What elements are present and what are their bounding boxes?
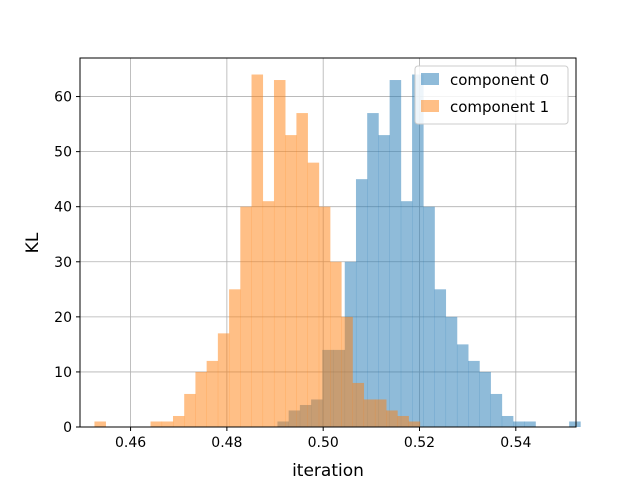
y-tick-label: 10 bbox=[54, 365, 72, 381]
axis-ticks: 0.46 0.48 0.50 0.52 0.54 0 10 20 30 40 50 60 bbox=[54, 90, 531, 451]
histogram-bar-component-1 bbox=[352, 382, 365, 427]
histogram-bar-component-0 bbox=[490, 393, 503, 427]
histogram-bar-component-1 bbox=[251, 74, 264, 427]
histogram-bar-component-1 bbox=[397, 415, 409, 427]
histogram-bar-component-1 bbox=[273, 80, 286, 428]
y-tick-label: 30 bbox=[54, 255, 72, 271]
histogram-bar-component-1 bbox=[386, 410, 398, 427]
histogram-bar-component-0 bbox=[355, 179, 368, 427]
histogram-bar-component-0 bbox=[513, 421, 525, 427]
y-tick-label: 40 bbox=[54, 200, 72, 216]
histogram-bar-component-0 bbox=[468, 360, 480, 427]
x-tick-label: 0.46 bbox=[115, 435, 146, 451]
histogram-bar-component-0 bbox=[569, 421, 581, 427]
histogram-bar-component-1 bbox=[262, 201, 275, 427]
histogram-bar-component-1 bbox=[374, 399, 387, 427]
histogram-bar-component-1 bbox=[330, 261, 342, 427]
legend-label-component-1: component 1 bbox=[450, 98, 549, 116]
x-tick-label: 0.48 bbox=[211, 435, 242, 451]
histogram-bars bbox=[94, 74, 581, 428]
histogram-bar-component-1 bbox=[285, 135, 297, 427]
histogram-bar-component-1 bbox=[206, 360, 219, 427]
x-axis-label: iteration bbox=[292, 461, 364, 480]
histogram-bar-component-1 bbox=[150, 421, 163, 427]
histogram-bar-component-0 bbox=[400, 201, 413, 427]
histogram-bar-component-1 bbox=[161, 421, 174, 427]
histogram-bar-component-0 bbox=[445, 316, 458, 427]
histogram-bar-component-1 bbox=[172, 415, 185, 427]
histogram-bar-component-0 bbox=[367, 113, 379, 428]
histogram-bar-component-1 bbox=[240, 206, 252, 427]
histogram-bar-component-0 bbox=[434, 289, 447, 427]
histogram-bar-component-0 bbox=[389, 80, 402, 428]
legend-label-component-0: component 0 bbox=[450, 71, 549, 89]
plot-frame bbox=[79, 57, 577, 428]
y-tick-label: 0 bbox=[63, 420, 72, 436]
histogram-bar-component-1 bbox=[307, 162, 320, 427]
x-tick-label: 0.52 bbox=[404, 435, 435, 451]
y-tick-label: 60 bbox=[54, 90, 72, 106]
x-tick-label: 0.50 bbox=[308, 435, 339, 451]
histogram-bar-component-1 bbox=[229, 289, 241, 427]
histogram-bar-component-0 bbox=[524, 421, 536, 427]
histogram-bar-component-0 bbox=[412, 74, 424, 427]
histogram-bar-component-1 bbox=[94, 421, 106, 427]
y-tick-label: 20 bbox=[54, 310, 72, 326]
histogram-bar-component-1 bbox=[195, 371, 207, 427]
x-tick-label: 0.54 bbox=[500, 435, 531, 451]
histogram-bar-component-0 bbox=[501, 415, 514, 427]
histogram-bar-component-0 bbox=[456, 344, 469, 427]
histogram-bar-component-1 bbox=[184, 393, 196, 427]
histogram-bar-component-0 bbox=[378, 135, 390, 427]
legend-swatch-component-1 bbox=[421, 100, 439, 112]
legend-swatch-component-0 bbox=[421, 73, 439, 85]
histogram-bar-component-1 bbox=[363, 399, 376, 427]
legend-box bbox=[414, 65, 569, 125]
legend: component 0 component 1 bbox=[414, 65, 569, 125]
histogram-bar-component-1 bbox=[408, 421, 421, 427]
histogram-bar-component-1 bbox=[296, 113, 308, 428]
histogram-bar-component-0 bbox=[479, 371, 491, 427]
histogram-bar-component-0 bbox=[423, 206, 435, 427]
histogram-bar-component-1 bbox=[217, 333, 230, 427]
y-tick-label: 50 bbox=[54, 145, 72, 161]
histogram-bar-component-1 bbox=[318, 206, 331, 427]
y-axis-label: KL bbox=[23, 232, 43, 253]
histogram-bar-component-1 bbox=[341, 316, 353, 427]
